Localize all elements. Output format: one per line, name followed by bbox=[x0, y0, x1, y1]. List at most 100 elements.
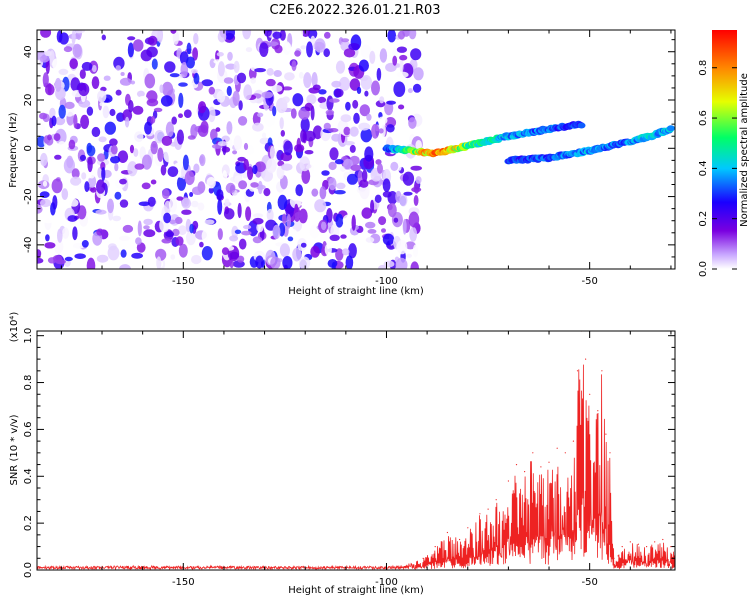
noise-blob bbox=[143, 218, 153, 226]
noise-blob bbox=[143, 225, 150, 230]
noise-blob bbox=[216, 52, 224, 57]
noise-blob bbox=[112, 215, 122, 222]
noise-blob bbox=[175, 236, 184, 246]
colorbar-tick-label: 0.4 bbox=[698, 160, 709, 176]
noise-blob bbox=[226, 121, 233, 135]
noise-blob bbox=[345, 255, 354, 269]
snr-point bbox=[613, 557, 615, 559]
noise-blob bbox=[406, 253, 412, 258]
spectrogram-panel: -150 -100 -50 -40 -20 0 20 40 Height of straigh… bbox=[8, 29, 676, 297]
noise-blob bbox=[252, 236, 263, 244]
noise-blob bbox=[193, 33, 199, 45]
noise-blob bbox=[243, 142, 249, 151]
noise-blob bbox=[102, 105, 110, 119]
snr-point bbox=[589, 393, 591, 395]
noise-blob bbox=[204, 219, 215, 225]
noise-blob bbox=[331, 262, 336, 269]
noise-blob bbox=[193, 72, 200, 85]
colorbar-tick-label: 0.2 bbox=[698, 211, 709, 227]
noise-blob bbox=[229, 259, 234, 269]
noise-blob bbox=[328, 177, 337, 191]
noise-blob bbox=[192, 47, 199, 61]
snr-point bbox=[422, 557, 424, 559]
noise-blob bbox=[96, 228, 104, 236]
noise-blob bbox=[70, 176, 82, 186]
noise-blob bbox=[402, 171, 415, 186]
snr-point bbox=[585, 358, 587, 360]
snr-point bbox=[605, 433, 607, 435]
noise-blob bbox=[285, 42, 292, 51]
noise-blob bbox=[191, 254, 202, 265]
noise-blob bbox=[184, 170, 195, 186]
noise-blob bbox=[382, 191, 392, 198]
noise-blob bbox=[335, 213, 344, 228]
noise-blob bbox=[314, 199, 327, 213]
noise-blob bbox=[403, 191, 413, 196]
noise-blob bbox=[134, 163, 145, 170]
noise-blob bbox=[201, 246, 213, 261]
noise-blob bbox=[396, 239, 408, 255]
snr-point bbox=[467, 527, 469, 529]
noise-blob bbox=[246, 145, 254, 155]
noise-blob bbox=[100, 86, 107, 92]
noise-blob bbox=[274, 44, 283, 54]
noise-blob bbox=[334, 88, 344, 98]
noise-blob bbox=[283, 140, 293, 156]
noise-blob bbox=[360, 128, 373, 143]
noise-blob bbox=[326, 95, 334, 111]
noise-blob bbox=[86, 106, 94, 116]
noise-blob bbox=[42, 216, 54, 224]
noise-blob bbox=[185, 84, 195, 100]
noise-blob bbox=[340, 114, 352, 123]
noise-blob bbox=[53, 239, 64, 254]
noise-blob bbox=[37, 249, 42, 258]
noise-blob bbox=[336, 182, 346, 190]
noise-blob bbox=[257, 112, 264, 118]
noise-blob bbox=[323, 48, 331, 58]
noise-blob bbox=[79, 154, 87, 161]
noise-blob bbox=[174, 216, 183, 225]
x-tick-label: -50 bbox=[581, 577, 597, 588]
noise-blob bbox=[290, 229, 297, 236]
noise-blob bbox=[395, 257, 408, 269]
noise-blob bbox=[304, 102, 313, 112]
noise-blob bbox=[277, 194, 288, 210]
noise-blob bbox=[37, 257, 44, 264]
y-tick-label: 40 bbox=[23, 45, 34, 58]
noise-blob bbox=[361, 207, 373, 219]
noise-blob bbox=[181, 209, 192, 215]
noise-blob bbox=[40, 30, 52, 38]
snr-point bbox=[495, 499, 497, 501]
noise-blob bbox=[267, 41, 279, 47]
noise-blob bbox=[107, 245, 120, 261]
noise-blob bbox=[69, 58, 78, 70]
y-tick-label: 0.4 bbox=[23, 468, 34, 484]
noise-blob bbox=[161, 81, 174, 97]
noise-blob bbox=[37, 122, 46, 138]
noise-blob bbox=[289, 195, 302, 209]
snr-point bbox=[532, 452, 534, 454]
noise-blob bbox=[399, 54, 408, 61]
noise-blob bbox=[163, 149, 175, 163]
noise-blob bbox=[198, 101, 207, 114]
snr-series-line bbox=[37, 364, 675, 570]
y-tick-label: 1.0 bbox=[23, 328, 34, 344]
noise-blob bbox=[311, 188, 319, 197]
noise-blob bbox=[229, 251, 240, 260]
noise-blob bbox=[167, 166, 179, 178]
noise-blob bbox=[318, 89, 327, 95]
noise-blob bbox=[250, 182, 259, 188]
noise-blob bbox=[408, 117, 417, 129]
y-tick-label: 0.2 bbox=[23, 515, 34, 531]
noise-blob bbox=[324, 31, 331, 39]
noise-blob bbox=[127, 36, 136, 41]
colorbar-tick-label: 0.8 bbox=[698, 60, 709, 76]
noise-blob bbox=[371, 123, 380, 139]
noise-blob bbox=[45, 234, 50, 242]
noise-blob bbox=[255, 255, 264, 269]
noise-blob bbox=[393, 217, 399, 223]
noise-blob bbox=[308, 87, 320, 94]
noise-blob bbox=[129, 144, 135, 154]
noise-blob bbox=[365, 221, 376, 229]
